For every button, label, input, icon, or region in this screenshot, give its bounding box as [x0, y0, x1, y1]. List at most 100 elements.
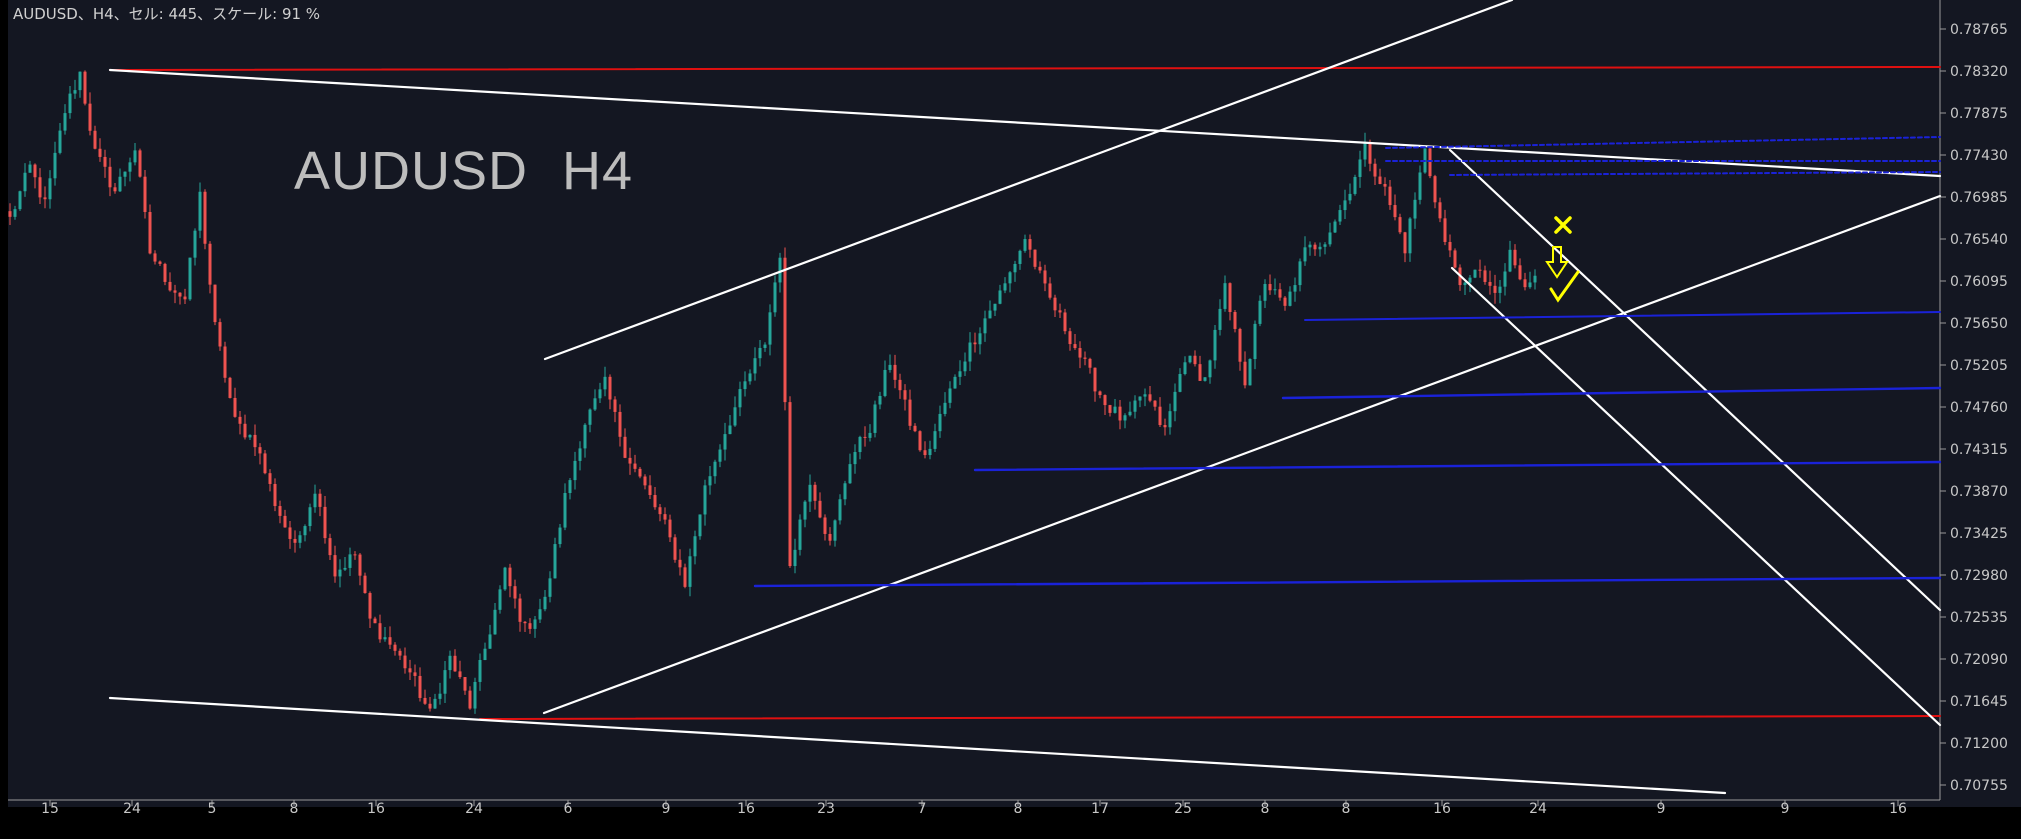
candle-body: [863, 436, 867, 438]
candle-body: [83, 71, 87, 104]
blue-level-5[interactable]: [1281, 386, 1942, 400]
candle-body: [498, 589, 502, 610]
candle-body: [533, 619, 537, 629]
price-tick-label: 0.70755: [1950, 778, 2008, 794]
candle-body: [1393, 205, 1397, 218]
candle-body: [1218, 308, 1222, 330]
price-tick-label: 0.76985: [1950, 190, 2008, 206]
candle-body: [903, 390, 907, 400]
candle-body: [618, 411, 622, 437]
candle-body: [668, 519, 672, 538]
candle-body: [1123, 415, 1127, 421]
yellow-down-arrow-icon[interactable]: [1545, 246, 1569, 279]
candle-body: [1033, 249, 1037, 267]
price-tick-label: 0.72980: [1950, 568, 2008, 584]
candle-body: [648, 485, 652, 496]
price-tick-label: 0.73425: [1950, 526, 2008, 542]
candle-body: [443, 670, 447, 694]
candle-body: [723, 434, 727, 450]
candle-body: [88, 103, 92, 131]
white-down-channel-upper[interactable]: [1448, 148, 1942, 612]
candle-body: [1413, 199, 1417, 219]
time-tick-label: 5: [208, 801, 217, 817]
candle-body: [118, 176, 122, 192]
red-support-line[interactable]: [479, 715, 1941, 720]
candle-body: [1398, 217, 1402, 233]
candle-body: [1438, 202, 1442, 219]
yellow-cross-marker[interactable]: [1554, 216, 1572, 234]
candle-body: [298, 535, 302, 543]
candle-body: [1523, 279, 1527, 288]
candle-body: [1313, 244, 1317, 250]
candle-body: [1213, 329, 1217, 361]
time-tick-label: 23: [817, 801, 835, 817]
candle-body: [628, 457, 632, 464]
candle-body: [1358, 159, 1362, 177]
candle-body: [308, 507, 312, 527]
candle-body: [768, 312, 772, 345]
blue-level-6[interactable]: [973, 460, 1942, 472]
white-channel-top[interactable]: [543, 0, 1514, 361]
candle-body: [253, 434, 257, 448]
price-tick-label: 0.73870: [1950, 484, 2008, 500]
candle-body: [868, 432, 872, 438]
price-axis-background: [1940, 0, 2021, 807]
candle-body: [823, 517, 827, 534]
candle-body: [928, 448, 932, 456]
candle-body: [593, 398, 597, 410]
white-down-channel-lower[interactable]: [1450, 266, 1942, 727]
candle-body: [198, 191, 202, 231]
candle-body: [1388, 186, 1392, 206]
blue-level-7[interactable]: [753, 576, 1942, 588]
candle-body: [808, 484, 812, 502]
time-tick-label: 16: [737, 801, 755, 817]
candle-body: [773, 282, 777, 313]
candle-body: [883, 369, 887, 396]
candle-body: [143, 176, 147, 213]
candle-body: [218, 322, 222, 347]
candle-body: [108, 166, 112, 188]
candle-body: [728, 425, 732, 435]
white-channel-bottom[interactable]: [542, 194, 1942, 715]
candle-body: [963, 361, 967, 372]
candle-body: [528, 623, 532, 629]
candle-body: [53, 152, 57, 179]
blue-level-4[interactable]: [1304, 311, 1941, 321]
candle-body: [783, 257, 787, 403]
candle-body: [13, 209, 17, 217]
blue-level-1[interactable]: [1385, 136, 1941, 149]
candle-body: [1338, 210, 1342, 222]
candle-body: [513, 586, 517, 599]
red-resistance-line[interactable]: [109, 66, 1941, 71]
candle-body: [463, 677, 467, 691]
time-tick-label: 8: [1014, 801, 1023, 817]
candle-body: [203, 191, 207, 244]
candle-body: [1158, 406, 1162, 426]
white-lower-trendline[interactable]: [108, 696, 1727, 795]
candle-body: [1453, 250, 1457, 268]
candle-body: [508, 567, 512, 587]
candle-body: [158, 261, 162, 264]
white-upper-trendline[interactable]: [108, 68, 1942, 178]
candle-body: [1268, 284, 1272, 291]
candle-body: [213, 284, 217, 323]
candle-body: [33, 164, 37, 178]
candle-body: [313, 493, 317, 508]
candle-body: [718, 449, 722, 462]
candle-body: [193, 230, 197, 258]
yellow-check-marker[interactable]: [1549, 270, 1580, 303]
candle-body: [268, 473, 272, 484]
candle-body: [1468, 277, 1472, 283]
candle-body: [1028, 239, 1032, 250]
blue-level-3[interactable]: [1449, 171, 1941, 176]
candle-body: [1353, 176, 1357, 194]
candle-body: [1228, 283, 1232, 312]
candle-body: [58, 130, 62, 153]
candle-body: [368, 593, 372, 619]
candle-body: [973, 342, 977, 345]
time-tick-label: 9: [1657, 801, 1666, 817]
time-tick-label: 9: [1781, 801, 1790, 817]
candle-body: [748, 373, 752, 382]
candle-body: [553, 544, 557, 579]
